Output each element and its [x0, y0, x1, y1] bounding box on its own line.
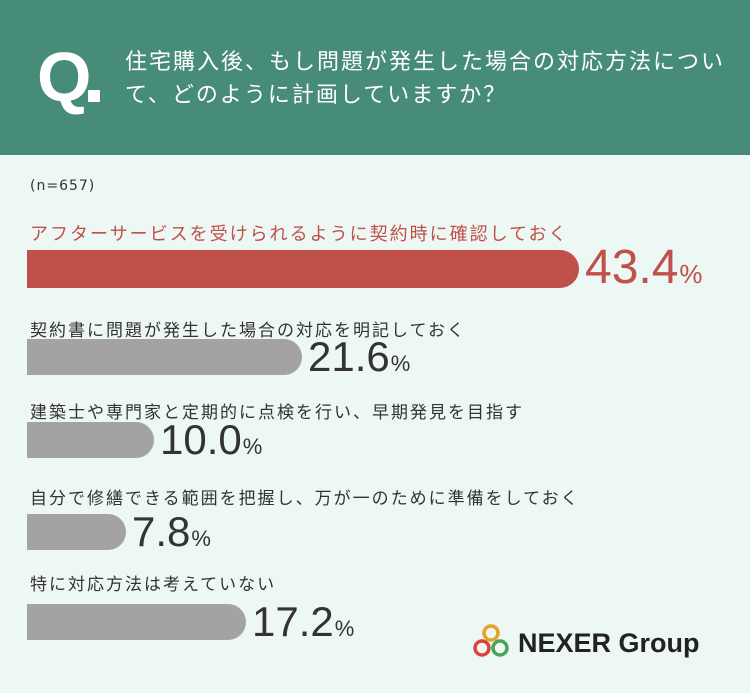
category-label: 契約書に問題が発生した場合の対応を明記しておく	[30, 321, 466, 341]
data-label-value: 7.8	[132, 508, 191, 555]
bar	[27, 604, 246, 640]
data-label-value: 21.6	[308, 333, 390, 380]
bar	[27, 339, 302, 375]
category-label: 特に対応方法は考えていない	[30, 575, 277, 595]
bar	[27, 514, 126, 550]
data-label: 21.6%	[308, 336, 410, 378]
data-label-unit: %	[191, 526, 211, 551]
data-label-unit: %	[242, 434, 263, 459]
q-mark: Q	[37, 38, 92, 116]
category-label: 自分で修繕できる範囲を把握し、万が一のために準備をしておく	[30, 489, 580, 509]
data-label-unit: %	[390, 351, 411, 376]
data-label-unit: %	[334, 616, 355, 641]
nexer-logo-icon	[473, 624, 509, 657]
category-label: 建築士や専門家と定期的に点検を行い、早期発見を目指す	[30, 403, 524, 423]
bar	[27, 250, 579, 288]
nexer-logo: NEXER Group	[468, 622, 718, 662]
logo-text: NEXER Group	[518, 628, 700, 658]
data-label: 17.2%	[252, 601, 354, 643]
question-header: Q 住宅購入後、もし問題が発生した場合の対応方法について、どのように計画していま…	[0, 0, 750, 155]
bar	[27, 422, 154, 458]
data-label-value: 17.2	[252, 598, 334, 645]
data-label-value: 43.4	[585, 241, 679, 294]
sample-size: (n=657)	[30, 178, 96, 194]
data-label-unit: %	[679, 259, 703, 289]
data-label: 10.0%	[160, 419, 262, 461]
data-label: 43.4%	[585, 244, 703, 292]
data-label: 7.8%	[132, 511, 211, 553]
category-label: アフターサービスを受けられるように契約時に確認しておく	[30, 224, 569, 245]
q-dot	[88, 90, 100, 102]
data-label-value: 10.0	[160, 416, 242, 463]
question-text: 住宅購入後、もし問題が発生した場合の対応方法について、どのように計画していますか…	[125, 50, 726, 108]
